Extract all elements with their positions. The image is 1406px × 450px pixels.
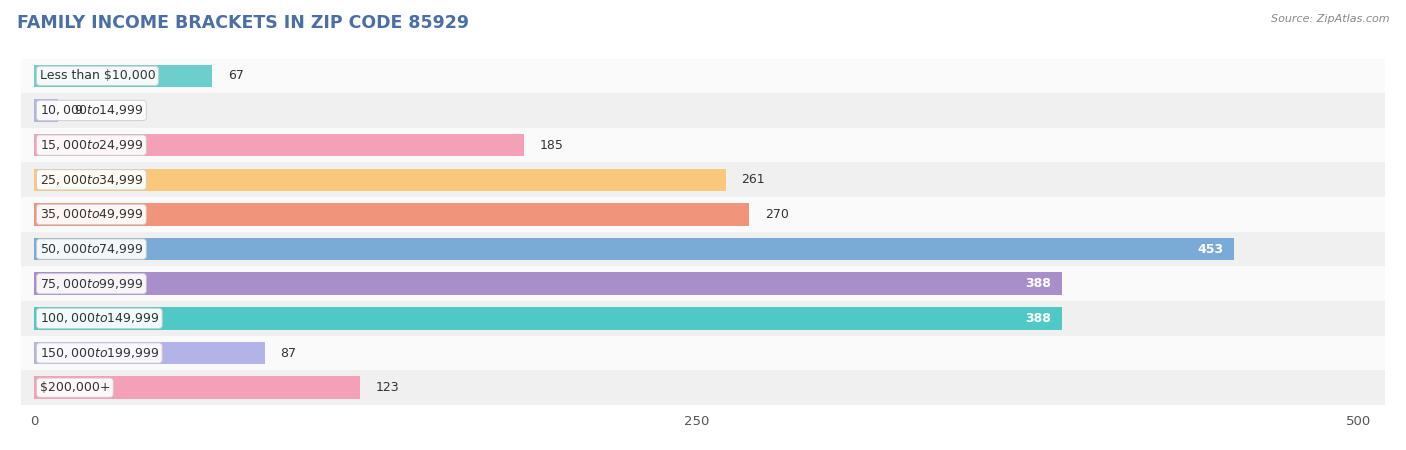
- Text: 123: 123: [375, 381, 399, 394]
- Text: $35,000 to $49,999: $35,000 to $49,999: [39, 207, 143, 221]
- Text: 453: 453: [1198, 243, 1223, 256]
- Bar: [34, 307, 1062, 330]
- Bar: [21, 301, 1385, 336]
- Bar: [34, 238, 1234, 261]
- Text: 388: 388: [1025, 312, 1052, 325]
- Bar: [34, 99, 58, 122]
- Bar: [34, 134, 524, 157]
- Text: $150,000 to $199,999: $150,000 to $199,999: [39, 346, 159, 360]
- Bar: [21, 93, 1385, 128]
- Text: 185: 185: [540, 139, 564, 152]
- Text: 388: 388: [1025, 277, 1052, 290]
- Bar: [21, 162, 1385, 197]
- Text: $100,000 to $149,999: $100,000 to $149,999: [39, 311, 159, 325]
- Text: $25,000 to $34,999: $25,000 to $34,999: [39, 173, 143, 187]
- Bar: [34, 272, 1062, 295]
- Bar: [21, 197, 1385, 232]
- Text: 270: 270: [765, 208, 789, 221]
- Bar: [21, 266, 1385, 301]
- Text: 9: 9: [75, 104, 82, 117]
- Text: $75,000 to $99,999: $75,000 to $99,999: [39, 277, 143, 291]
- Bar: [21, 370, 1385, 405]
- Bar: [34, 168, 725, 191]
- Text: $200,000+: $200,000+: [39, 381, 110, 394]
- Bar: [21, 128, 1385, 162]
- Text: FAMILY INCOME BRACKETS IN ZIP CODE 85929: FAMILY INCOME BRACKETS IN ZIP CODE 85929: [17, 14, 468, 32]
- Text: Source: ZipAtlas.com: Source: ZipAtlas.com: [1271, 14, 1389, 23]
- Text: $15,000 to $24,999: $15,000 to $24,999: [39, 138, 143, 152]
- Bar: [34, 376, 360, 399]
- Text: Less than $10,000: Less than $10,000: [39, 69, 156, 82]
- Text: $10,000 to $14,999: $10,000 to $14,999: [39, 104, 143, 117]
- Bar: [34, 342, 264, 365]
- Bar: [34, 64, 212, 87]
- Text: 261: 261: [741, 173, 765, 186]
- Text: $50,000 to $74,999: $50,000 to $74,999: [39, 242, 143, 256]
- Text: 87: 87: [281, 346, 297, 360]
- Bar: [21, 336, 1385, 370]
- Bar: [34, 203, 749, 226]
- Bar: [21, 58, 1385, 93]
- Text: 67: 67: [228, 69, 243, 82]
- Bar: [21, 232, 1385, 266]
